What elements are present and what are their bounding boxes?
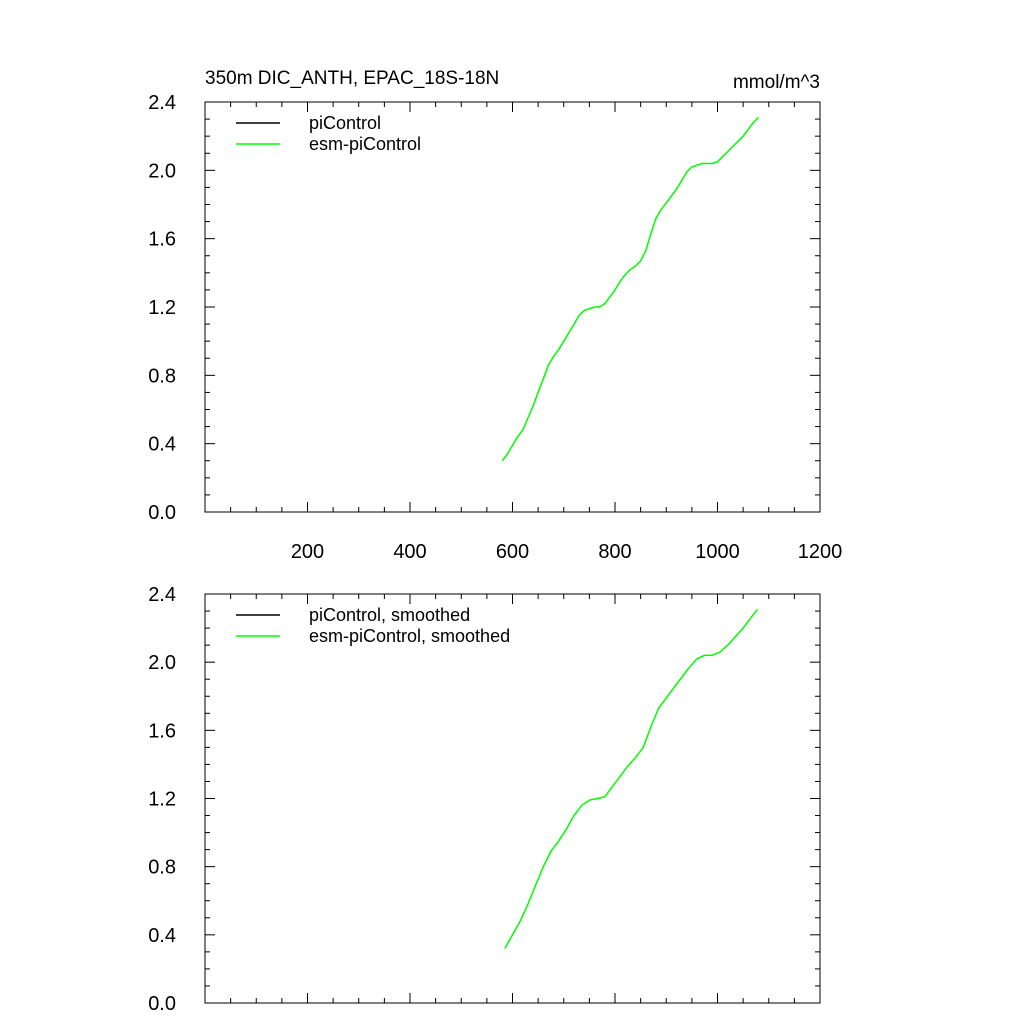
top-y-tick-label: 1.6 (148, 229, 176, 251)
top-series-line-1 (501, 116, 760, 462)
bottom-panel: 0.0 0.4 0.8 1.2 1.6 2.0 2.4 piControl, smoothed… (148, 584, 821, 1015)
top-x-tick-label: 200 (291, 541, 324, 563)
bottom-y-tick-label: 1.6 (148, 720, 176, 742)
top-y-tick-label: 2.4 (148, 92, 176, 114)
top-x-tick-label: 800 (598, 541, 631, 563)
top-plot-frame (204, 101, 821, 513)
units-label: mmol/m^3 (733, 72, 820, 93)
top-panel: 0.0 0.4 0.8 1.2 1.6 2.0 2.4 200 400 600 800 1000 120… (148, 92, 842, 563)
bottom-legend-label-1: esm-piControl, smoothed (309, 626, 510, 646)
chart-title: 350m DIC_ANTH, EPAC_18S-18N (205, 68, 499, 89)
bottom-y-tick-label: 0.8 (148, 857, 176, 879)
top-y-tick-label: 0.0 (148, 502, 176, 524)
top-legend-label-1: esm-piControl (309, 134, 421, 154)
top-y-tick-label: 0.4 (148, 434, 176, 456)
bottom-y-tick-label: 2.0 (148, 652, 176, 674)
top-y-tick-label: 0.8 (148, 365, 176, 387)
top-x-tick-label: 1200 (798, 541, 843, 563)
bottom-legend-label-0: piControl, smoothed (309, 605, 470, 625)
bottom-plot-frame (204, 593, 821, 1004)
bottom-y-tick-label: 0.0 (148, 993, 176, 1015)
top-y-tick-label: 2.0 (148, 160, 176, 182)
bottom-y-tick-label: 2.4 (148, 584, 176, 606)
top-y-tick-label: 1.2 (148, 297, 176, 319)
bottom-series-line-1 (504, 608, 759, 949)
top-legend-label-0: piControl (309, 113, 381, 133)
top-x-tick-label: 600 (496, 541, 529, 563)
bottom-y-tick-label: 0.4 (148, 925, 176, 947)
top-x-tick-label: 1000 (695, 541, 740, 563)
bottom-y-tick-label: 1.2 (148, 789, 176, 811)
top-x-tick-label: 400 (393, 541, 426, 563)
